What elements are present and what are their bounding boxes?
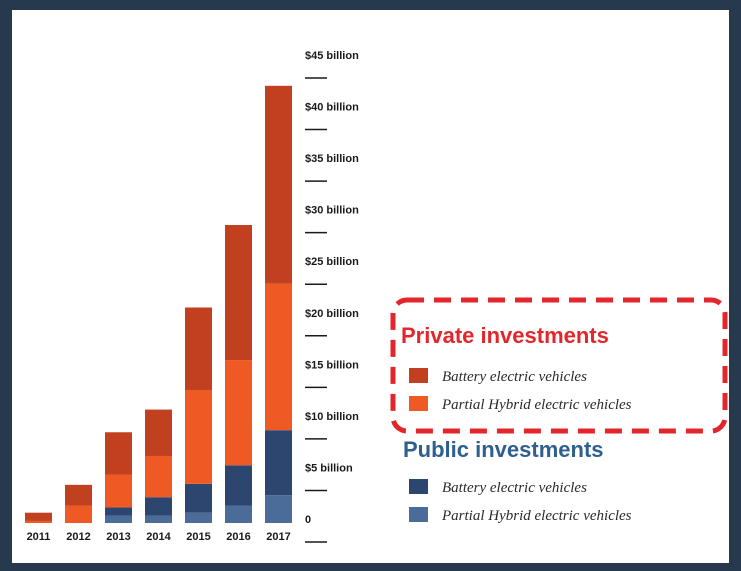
y-tick-label-20: $20 billion [305, 308, 359, 320]
bar-2015-series-2 [185, 389, 212, 484]
y-tick-label-10: $10 billion [305, 411, 359, 423]
bar-2011-series-2 [25, 520, 52, 523]
private-highlight-box [390, 297, 728, 434]
bar-2014-series-2 [145, 455, 172, 498]
y-tick-label-40: $40 billion [305, 102, 359, 114]
y-tick-label-15: $15 billion [305, 359, 359, 371]
legend-swatch-public-bev [409, 479, 428, 494]
legend-public-title: Public investments [403, 437, 604, 462]
stacked-bar-chart: 2011 2012 2013 2014 2015 2016 2017 0 $5 billion… [25, 50, 728, 543]
bar-2015-series-1 [185, 483, 212, 513]
bar-2017-series-0 [265, 495, 292, 523]
bar-2013-series-1 [105, 507, 132, 516]
legend-swatch-private-phev [409, 396, 428, 411]
legend-swatch-public-phev [409, 507, 428, 522]
legend-private-title: Private investments [401, 323, 609, 348]
year-labels: 2011 2012 2013 2014 2015 2016 2017 [27, 531, 291, 543]
bar-2016-series-3 [225, 225, 252, 361]
legend-public-phev-label: Partial Hybrid electric vehicles [441, 508, 632, 524]
bar-2013-series-0 [105, 515, 132, 523]
legend: Private investments Battery electric veh… [390, 297, 728, 524]
legend-public-bev-label: Battery electric vehicles [442, 480, 587, 496]
y-tick-label-25: $25 billion [305, 256, 359, 268]
bar-2017-series-2 [265, 283, 292, 431]
bar-2016-series-1 [225, 465, 252, 506]
bar-2016-series-2 [225, 360, 252, 466]
x-tick-label-2011: 2011 [27, 531, 51, 543]
y-tick-label-30: $30 billion [305, 205, 359, 217]
bars-layer [25, 85, 292, 523]
bar-2012-series-3 [65, 484, 92, 506]
bar-2017-series-3 [265, 85, 292, 284]
bar-2015-series-0 [185, 512, 212, 523]
x-tick-label-2012: 2012 [66, 531, 90, 543]
bar-2013-series-3 [105, 432, 132, 475]
chart-card: 2011 2012 2013 2014 2015 2016 2017 0 $5 billion… [12, 10, 729, 563]
bar-2016-series-0 [225, 505, 252, 523]
bar-2013-series-2 [105, 474, 132, 508]
bar-2011-series-3 [25, 512, 52, 521]
y-tick-label-45: $45 billion [305, 50, 359, 62]
legend-private-phev-label: Partial Hybrid electric vehicles [441, 397, 632, 413]
y-tick-label-0: 0 [305, 514, 311, 526]
bar-2014-series-1 [145, 497, 172, 516]
bar-2012-series-2 [65, 505, 92, 523]
bar-2017-series-1 [265, 430, 292, 496]
y-axis-ticks: 0 $5 billion $10 billion $15 billion $20 bil… [305, 50, 359, 543]
bar-2015-series-3 [185, 307, 212, 390]
x-tick-label-2017: 2017 [266, 531, 290, 543]
y-tick-label-5: $5 billion [305, 462, 353, 474]
x-tick-label-2013: 2013 [106, 531, 130, 543]
x-tick-label-2015: 2015 [186, 531, 210, 543]
y-tick-label-35: $35 billion [305, 153, 359, 165]
legend-private-bev-label: Battery electric vehicles [442, 369, 587, 385]
bar-2014-series-0 [145, 515, 172, 523]
x-tick-label-2014: 2014 [146, 531, 171, 543]
bar-2014-series-3 [145, 409, 172, 456]
x-tick-label-2016: 2016 [226, 531, 250, 543]
legend-swatch-private-bev [409, 368, 428, 383]
